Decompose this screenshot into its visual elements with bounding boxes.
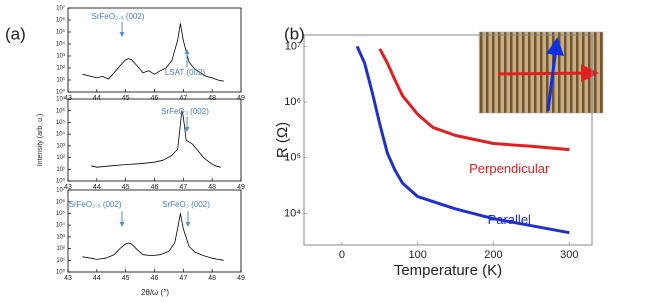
y-tick-label: 10⁰ [56, 269, 66, 276]
x-tick-label: 200 [484, 249, 502, 261]
y-tick-label: 10³ [56, 143, 65, 149]
x-tick-label: 47 [179, 275, 187, 282]
data-line [378, 48, 570, 152]
x-tick-label: 44 [93, 184, 101, 191]
x-tick-label: 44 [93, 275, 101, 282]
annotation: SrFeO₂.₅ (002) [68, 200, 121, 209]
y-axis-label: Intensity (arb. u.) [37, 114, 44, 167]
data-line [82, 212, 224, 261]
x-axis-label: 2θ/ω (°) [141, 288, 169, 297]
y-tick-label: 10¹ [56, 78, 65, 84]
y-tick-label: 10³ [56, 234, 65, 240]
x-tick-label: 45 [122, 275, 130, 282]
x-tick-label: 46 [151, 184, 159, 191]
y-tick-label: 10² [56, 66, 65, 72]
annotation: SrFeO₃ (002) [161, 107, 209, 116]
y-tick-label: 10² [56, 155, 65, 161]
x-tick-label: 49 [237, 275, 245, 282]
x-tick-label: 46 [151, 275, 159, 282]
panel-label: (a) [5, 24, 26, 43]
y-tick-label: 10⁷ [56, 5, 65, 12]
y-tick-label: 10¹ [56, 258, 65, 264]
x-axis-label: Temperature (K) [394, 262, 502, 279]
x-tick-label: 100 [409, 249, 427, 261]
y-tick-label: 10⁶ [56, 198, 66, 205]
series-label: Perpendicular [469, 161, 550, 176]
plot-frame [67, 98, 242, 182]
y-tick-label: 10¹ [56, 167, 65, 173]
x-tick-label: 43 [64, 275, 72, 282]
y-tick-label: 10⁰ [56, 178, 66, 185]
data-line [82, 23, 224, 82]
x-tick-label: 48 [208, 184, 216, 191]
y-tick-label: 10⁷ [56, 187, 65, 194]
y-tick-label: 10⁰ [56, 89, 66, 96]
annotation: SrFeO₂.₅ (002) [91, 12, 144, 21]
x-tick-label: 47 [179, 184, 187, 191]
y-tick-label: 10⁴ [56, 131, 66, 138]
y-tick-label: 10⁶ [284, 96, 301, 108]
y-tick-label: 10⁵ [56, 210, 66, 217]
data-line [91, 110, 221, 168]
y-axis-label: R (Ω) [274, 122, 291, 158]
y-tick-label: 10⁴ [56, 222, 66, 229]
annotation: SrFeO₃ (002) [162, 200, 210, 209]
y-tick-label: 10⁷ [285, 40, 301, 52]
panel-label: (b) [284, 24, 305, 43]
inset-image [478, 31, 604, 114]
data-line [355, 45, 570, 235]
x-tick-label: 300 [560, 249, 578, 261]
series-label: Parallel [488, 212, 531, 227]
x-tick-label: 48 [208, 275, 216, 282]
x-tick-label: 43 [64, 184, 72, 191]
y-tick-label: 10⁵ [56, 29, 66, 36]
x-tick-label: 0 [339, 249, 345, 261]
y-tick-label: 10⁵ [284, 152, 301, 164]
y-tick-label: 10⁶ [56, 17, 66, 24]
y-tick-label: 10⁷ [56, 96, 65, 103]
y-tick-label: 10⁵ [56, 119, 66, 126]
annotation: LSAT (002) [165, 68, 206, 77]
y-tick-label: 10⁴ [56, 41, 66, 48]
plot-frame [303, 34, 593, 246]
y-tick-label: 10⁶ [56, 107, 66, 114]
x-tick-label: 49 [237, 184, 245, 191]
y-tick-label: 10² [56, 246, 65, 252]
x-tick-label: 45 [122, 184, 130, 191]
y-tick-label: 10³ [56, 54, 65, 60]
y-tick-label: 10⁴ [284, 207, 301, 219]
